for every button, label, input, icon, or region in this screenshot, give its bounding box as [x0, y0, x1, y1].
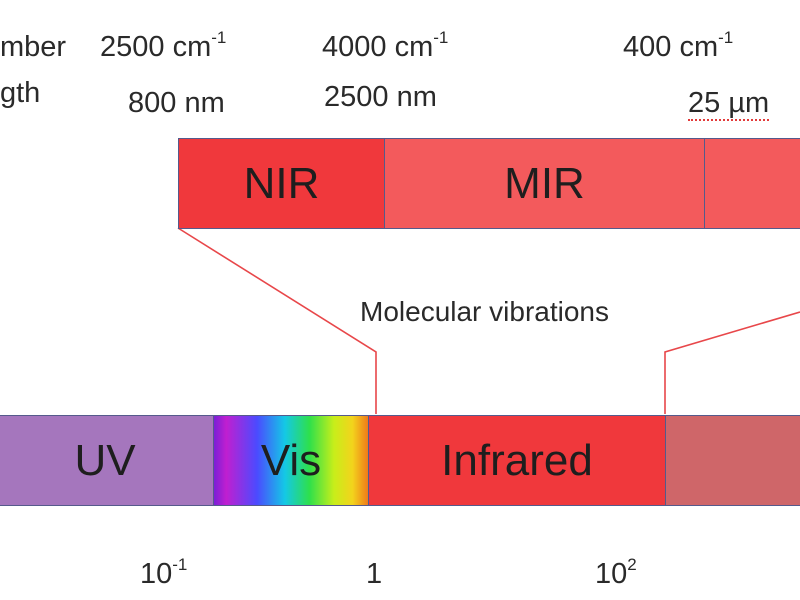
mir-band: MIR [384, 138, 705, 229]
mir-wavenumber-label: 4000 cm-1 [322, 28, 449, 63]
fir-wavenumber-label: 400 cm-1 [623, 28, 734, 63]
wavenumber-row-label: mber [0, 31, 67, 63]
mir-wavelength-label: 2500 nm [324, 81, 437, 113]
scale-tick-1: 1 [366, 558, 383, 590]
fir-connector-line [664, 311, 800, 414]
infrared-band-label: Infrared [441, 435, 593, 485]
fir-band [704, 138, 800, 229]
infrared-band: Infrared [368, 415, 666, 506]
molecular-vibrations-label: Molecular vibrations [360, 296, 609, 327]
wavelength-row-label: gth [0, 77, 41, 109]
nir-connector-line [177, 227, 377, 414]
nir-band-label: NIR [243, 158, 320, 208]
uv-band-label: UV [74, 435, 136, 485]
nir-band: NIR [178, 138, 385, 229]
nir-wavenumber-label: 2500 cm-1 [100, 28, 227, 63]
fir-wavelength-label: 25 µm [688, 87, 770, 121]
scale-tick-2: 102 [595, 555, 637, 590]
microwave-band [665, 415, 800, 506]
visible-band-label: Vis [260, 435, 322, 485]
scale-tick-0: 10-1 [140, 555, 188, 590]
nir-wavelength-label: 800 nm [128, 87, 225, 119]
uv-band: UV [0, 415, 214, 506]
visible-band: Vis [213, 415, 369, 506]
mir-band-label: MIR [504, 158, 585, 208]
